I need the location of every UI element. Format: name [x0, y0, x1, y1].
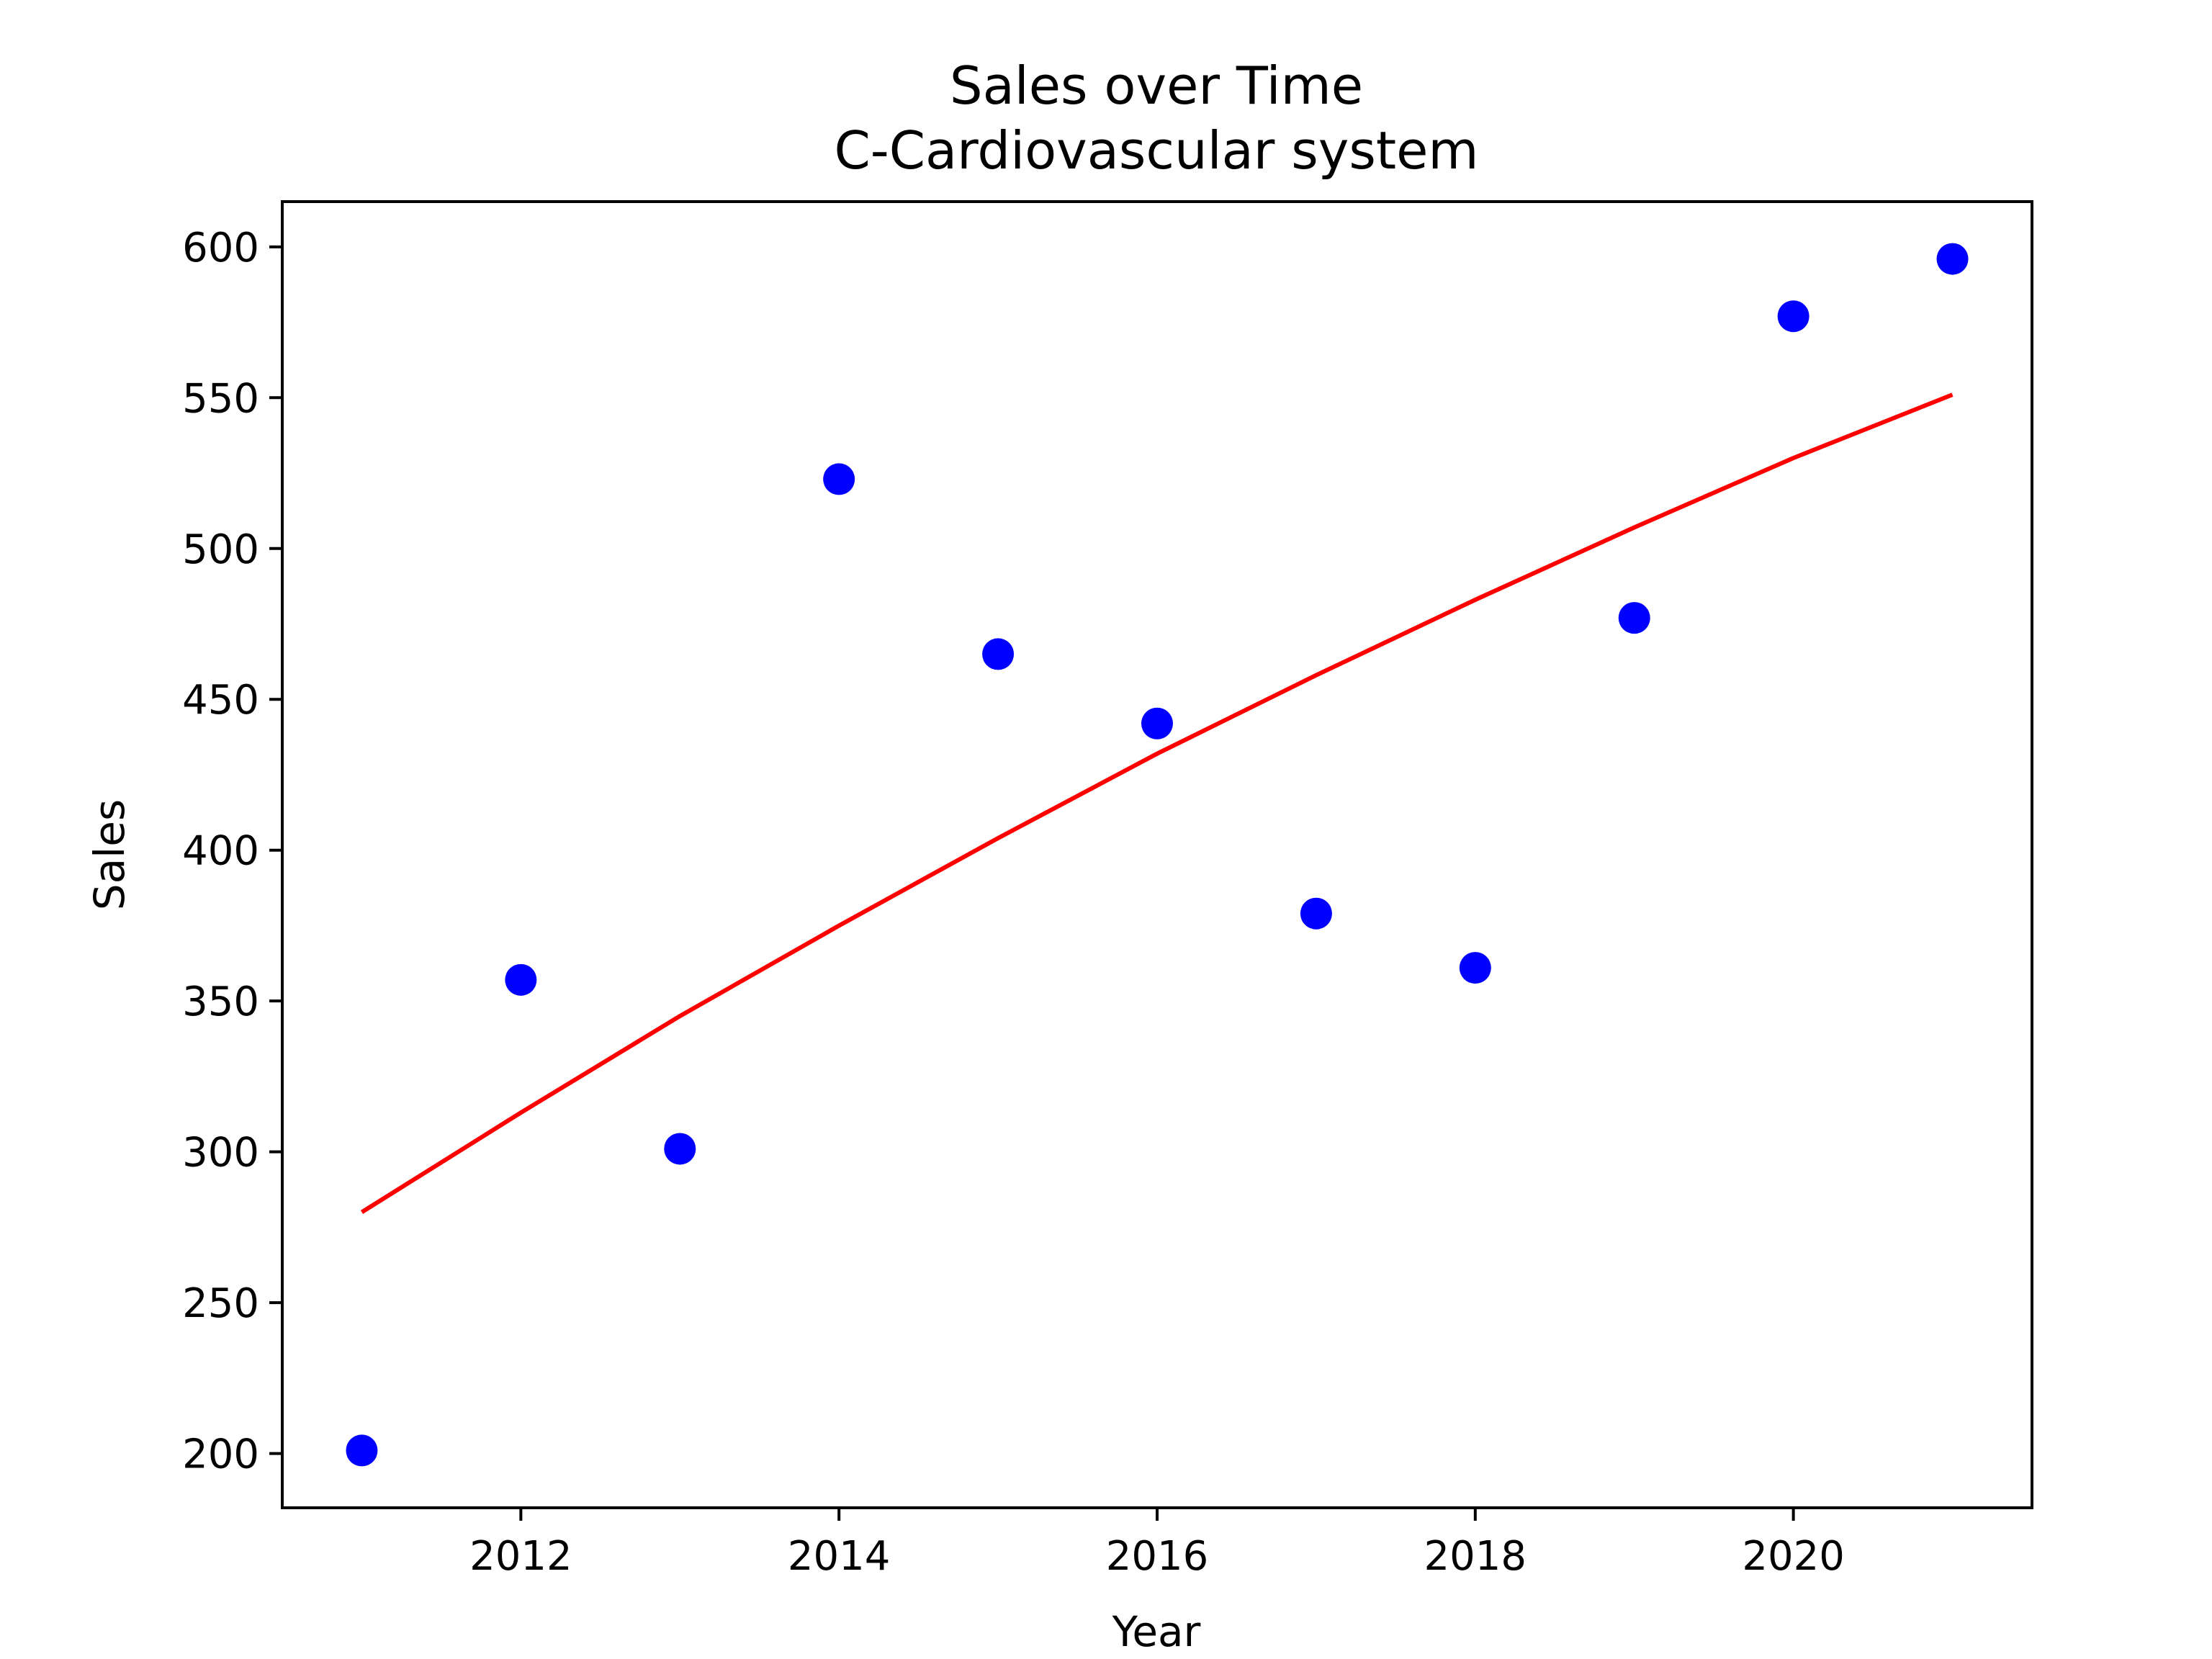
y-tick-label: 200 [182, 1431, 259, 1478]
axis-ticks: 2012 2014 2016 2018 2020 200 250 300 350 400 450 50… [182, 225, 1845, 1580]
y-axis-label: Sales [85, 799, 134, 910]
scatter-point [1459, 952, 1491, 984]
y-tick-label: 600 [182, 225, 259, 271]
y-tick-label: 250 [182, 1280, 259, 1327]
plot-area [346, 243, 1969, 1467]
y-tick-label: 500 [182, 526, 259, 573]
scatter-point [664, 1133, 696, 1165]
chart-title: Sales over Time [950, 55, 1363, 116]
scatter-point [1618, 602, 1650, 634]
scatter-point [1936, 243, 1969, 275]
y-tick-label: 300 [182, 1130, 259, 1177]
y-tick-label: 350 [182, 979, 259, 1025]
x-tick-label: 2020 [1742, 1533, 1845, 1580]
scatter-point [1777, 300, 1809, 333]
y-tick-label: 550 [182, 375, 259, 422]
x-tick-label: 2016 [1106, 1533, 1209, 1580]
x-tick-label: 2014 [788, 1533, 891, 1580]
y-tick-label: 400 [182, 828, 259, 875]
scatter-point [1300, 897, 1332, 930]
x-tick-label: 2012 [469, 1533, 572, 1580]
y-tick-label: 450 [182, 677, 259, 724]
scatter-point [1141, 707, 1173, 739]
scatter-point [505, 963, 537, 996]
chart-subtitle: C-Cardiovascular system [834, 120, 1478, 181]
scatter-point [823, 463, 855, 495]
scatter-point [346, 1434, 378, 1467]
trend-line [360, 392, 1954, 1214]
x-axis-label: Year [1112, 1607, 1201, 1656]
x-tick-label: 2018 [1424, 1533, 1527, 1580]
scatter-point [982, 638, 1015, 670]
axes-frame [281, 200, 2033, 1509]
